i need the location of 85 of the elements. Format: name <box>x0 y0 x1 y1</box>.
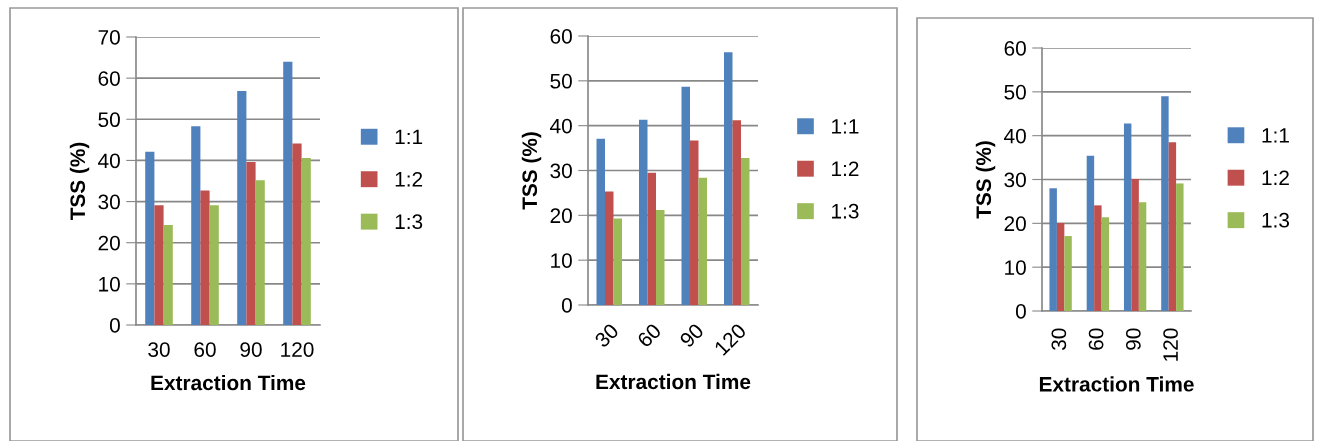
y-axis-title: TSS (%) <box>521 132 542 210</box>
y-tick-label: 0 <box>1015 304 1026 319</box>
y-tick-label: 60 <box>550 29 572 44</box>
y-tick-label: 40 <box>98 153 120 169</box>
x-tick-label: 60 <box>194 342 216 357</box>
y-tick-label: 50 <box>1004 84 1026 100</box>
y-tick-label: 10 <box>551 253 572 268</box>
bar <box>1094 205 1102 311</box>
y-tick-label: 60 <box>1004 41 1026 56</box>
bar <box>145 151 155 325</box>
x-tick-label: 60 <box>1088 328 1104 350</box>
x-tick-label: 90 <box>1125 328 1141 350</box>
bar <box>191 126 201 325</box>
x-tick-label: 120 <box>713 322 747 356</box>
y-tick-label: 40 <box>550 118 572 134</box>
y-tick-label: 60 <box>98 71 120 86</box>
bar <box>732 120 741 305</box>
y-tick-label: 10 <box>1005 260 1026 275</box>
bar <box>605 191 614 305</box>
bar <box>681 86 690 305</box>
y-tick-label: 20 <box>98 235 120 251</box>
bar <box>690 140 699 305</box>
y-tick-label: 50 <box>550 73 572 89</box>
legend-label: 1:2 <box>1262 170 1289 185</box>
bar <box>1161 96 1169 311</box>
x-tick-label: 30 <box>148 342 170 357</box>
bar <box>596 138 605 305</box>
legend-label: 1:2 <box>395 171 423 187</box>
y-axis-title: TSS (%) <box>975 141 996 219</box>
bar <box>209 205 219 325</box>
bar <box>613 218 622 305</box>
y-tick-label: 50 <box>98 112 120 128</box>
bar <box>639 119 648 305</box>
x-tick-label: 90 <box>240 342 262 357</box>
y-tick-label: 20 <box>550 208 572 224</box>
bar <box>647 172 656 305</box>
bar <box>301 157 311 325</box>
y-tick-label: 70 <box>98 30 120 45</box>
y-tick-label: 30 <box>1004 172 1026 188</box>
bar <box>237 90 247 325</box>
bar <box>246 162 256 325</box>
legend-label: 1:3 <box>832 203 859 219</box>
y-tick-label: 10 <box>99 276 120 292</box>
y-tick-label: 20 <box>1004 216 1026 232</box>
legend-label: 1:1 <box>832 119 859 134</box>
x-tick-label: 120 <box>1163 328 1178 361</box>
bar <box>1168 142 1177 311</box>
bar <box>741 157 750 305</box>
x-tick-label: 90 <box>678 322 705 349</box>
bar <box>1049 188 1057 311</box>
bar <box>1131 179 1139 311</box>
bar <box>283 61 293 325</box>
legend-label: 1:3 <box>1262 212 1290 228</box>
bar <box>1123 123 1132 311</box>
bar <box>698 177 707 305</box>
bar <box>1064 236 1072 311</box>
bar <box>1138 202 1147 311</box>
legend-label: 1:2 <box>832 161 859 176</box>
legend-label: 1:1 <box>1262 128 1289 143</box>
bar <box>255 180 265 325</box>
bar <box>200 190 210 325</box>
x-axis-title: Extraction Time <box>151 374 306 391</box>
legend-label: 1:3 <box>395 214 423 230</box>
y-tick-label: 0 <box>109 318 120 333</box>
bar <box>154 205 164 325</box>
y-tick-label: 30 <box>550 163 572 179</box>
bar <box>724 52 733 305</box>
x-axis-title: Extraction Time <box>596 373 751 390</box>
x-tick-label: 60 <box>636 322 662 349</box>
y-tick-label: 0 <box>561 298 572 313</box>
bar <box>1101 217 1110 311</box>
y-tick-label: 40 <box>1004 128 1026 144</box>
x-tick-label: 30 <box>1051 328 1067 351</box>
x-tick-label: 120 <box>281 342 314 357</box>
bar <box>1056 222 1065 311</box>
bar <box>292 143 302 325</box>
bar <box>656 209 665 305</box>
x-tick-label: 30 <box>593 322 620 349</box>
bar <box>163 225 173 325</box>
legend-label: 1:1 <box>395 129 423 144</box>
y-tick-label: 30 <box>98 194 120 210</box>
bar <box>1176 183 1184 311</box>
x-axis-title: Extraction Time <box>1039 376 1194 392</box>
bar <box>1086 155 1095 311</box>
y-axis-title: TSS (%) <box>69 142 90 221</box>
